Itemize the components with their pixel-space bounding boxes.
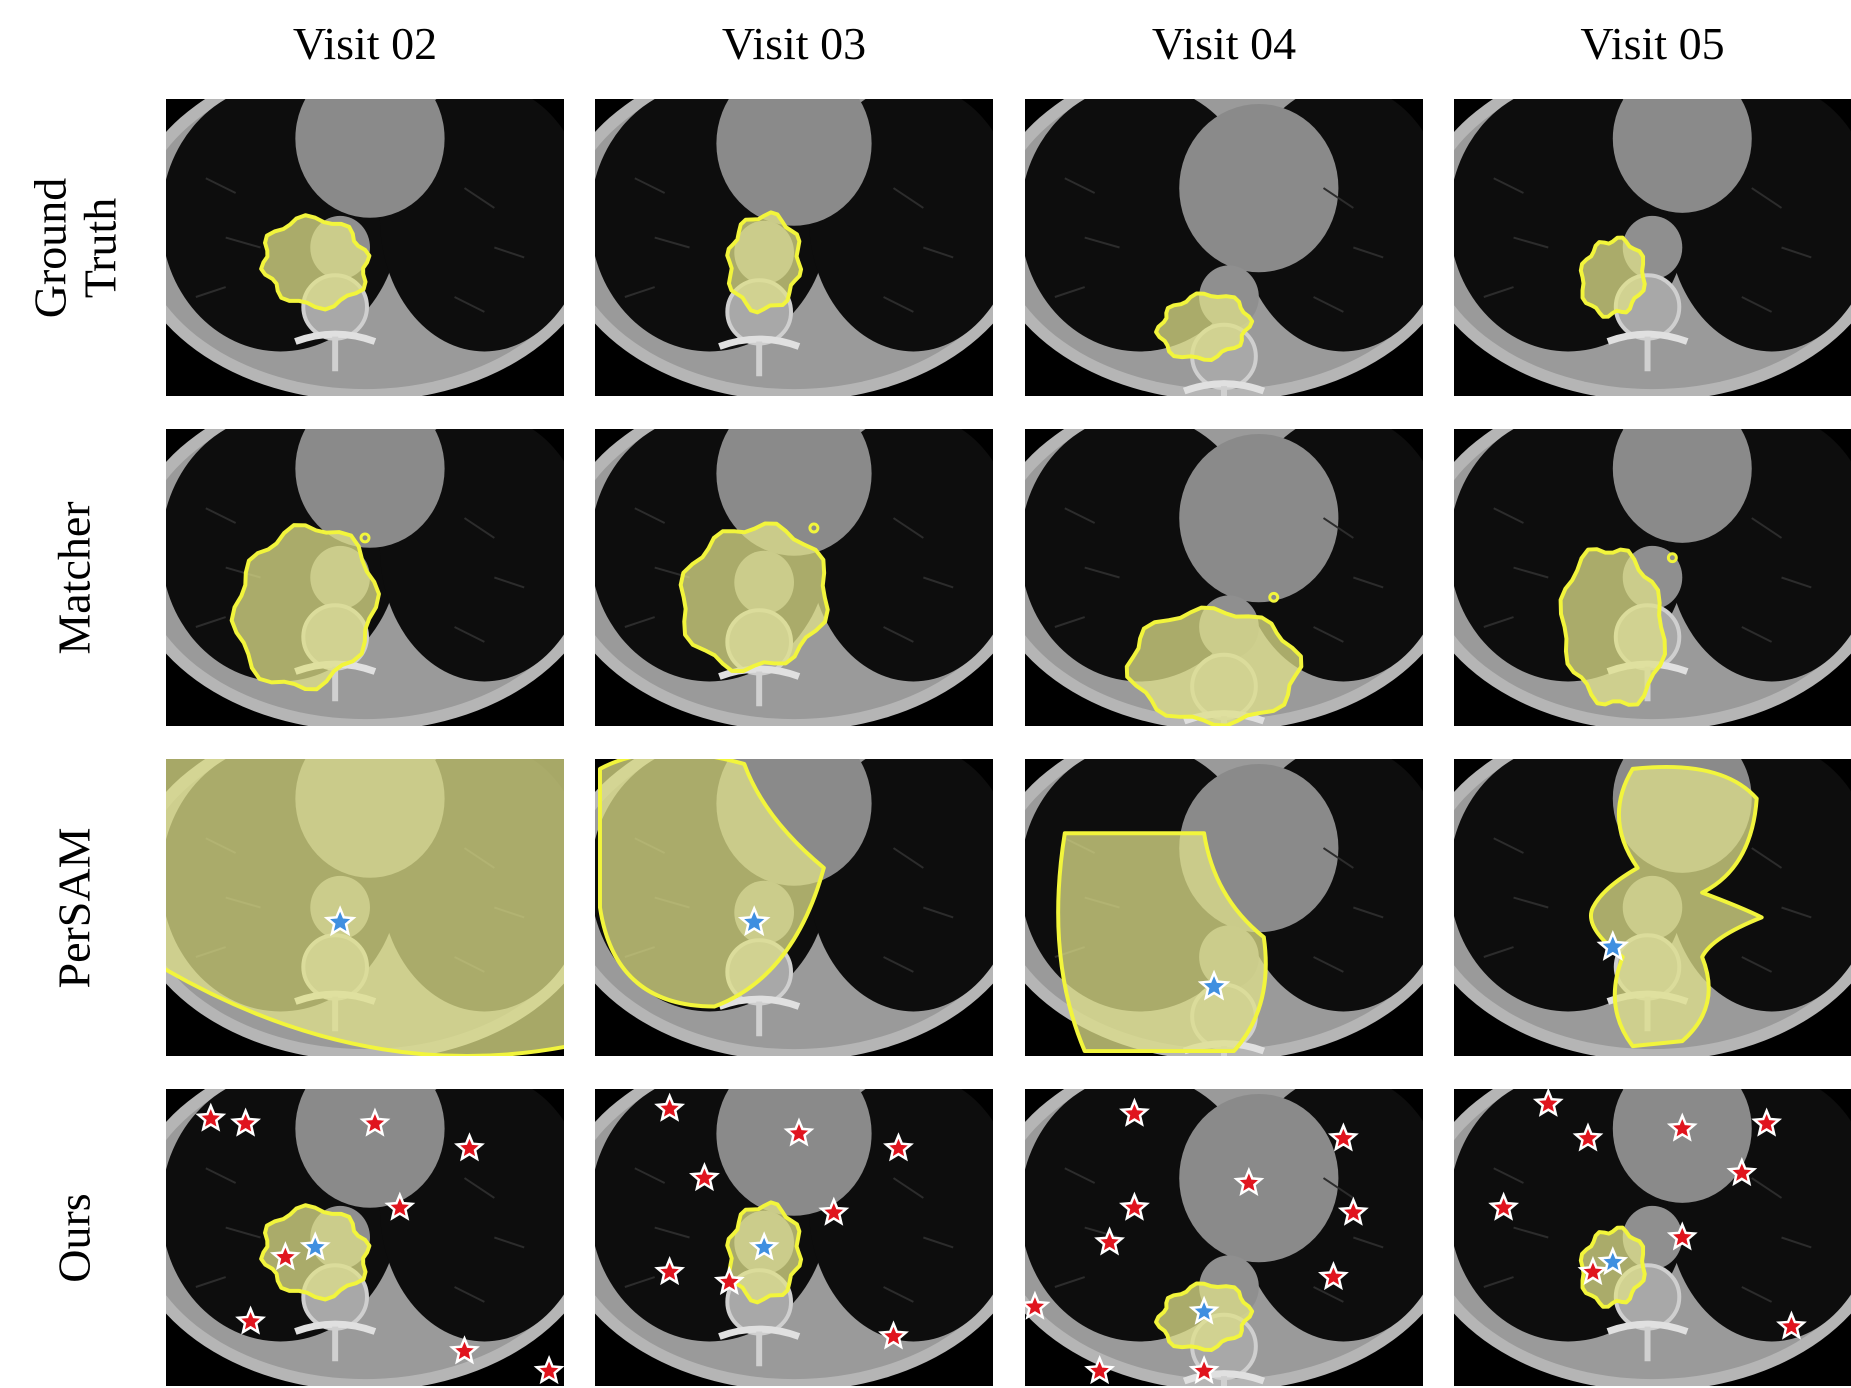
red-star-icon xyxy=(1337,1196,1369,1226)
red-star-icon xyxy=(883,1132,914,1162)
matcher-mask xyxy=(678,521,830,674)
matcher-speckle xyxy=(359,532,371,544)
red-star-icon xyxy=(1751,1107,1783,1137)
ground-truth-mask xyxy=(1578,235,1647,319)
ct-panel-matcher-visit-4 xyxy=(1025,429,1423,726)
red-star-icon xyxy=(269,1241,301,1271)
column-header-visit-04: Visit 04 xyxy=(1151,18,1297,69)
blue-star-icon xyxy=(1597,1246,1629,1276)
ct-panel-ours-visit-3 xyxy=(595,1089,993,1386)
heart xyxy=(1179,433,1339,603)
heart xyxy=(1612,429,1752,543)
blue-star-icon xyxy=(737,905,771,937)
heart xyxy=(716,429,872,556)
ct-panel-persam-visit-3 xyxy=(595,759,993,1056)
red-star-icon xyxy=(235,1305,267,1335)
red-star-icon xyxy=(359,1107,391,1137)
red-star-icon xyxy=(1188,1355,1220,1385)
ct-panel-ground-truth-visit-5 xyxy=(1454,99,1851,396)
ct-panel-persam-visit-5 xyxy=(1454,759,1851,1056)
ct-panel-ground-truth-visit-2 xyxy=(166,99,564,396)
row-label-matcher: Matcher xyxy=(49,500,101,655)
red-star-icon xyxy=(783,1117,815,1147)
ct-panel-ground-truth-visit-4 xyxy=(1025,99,1423,396)
ct-panel-persam-visit-2 xyxy=(166,759,564,1056)
red-star-icon xyxy=(818,1196,850,1226)
red-star-icon xyxy=(1726,1157,1758,1187)
red-star-icon xyxy=(1327,1122,1359,1152)
persam-mask xyxy=(1589,764,1764,1049)
column-header-visit-03: Visit 03 xyxy=(721,18,867,69)
red-star-icon xyxy=(1572,1122,1604,1152)
red-star-icon xyxy=(1119,1191,1150,1221)
ct-panel-ours-visit-5 xyxy=(1454,1089,1851,1386)
red-star-icon xyxy=(1318,1260,1349,1291)
red-star-icon xyxy=(1488,1191,1520,1221)
red-star-icon xyxy=(1532,1089,1564,1117)
red-star-icon xyxy=(878,1320,909,1350)
red-star-icon xyxy=(195,1102,227,1132)
heart xyxy=(295,1089,445,1208)
ct-panel-persam-visit-4 xyxy=(1025,759,1423,1056)
ct-panel-matcher-visit-5 xyxy=(1454,429,1851,726)
red-star-icon xyxy=(533,1355,564,1385)
red-star-icon xyxy=(1577,1256,1609,1286)
heart xyxy=(1612,99,1752,213)
matcher-mask xyxy=(1124,605,1304,726)
ct-panel-ground-truth-visit-3 xyxy=(595,99,993,396)
heart xyxy=(295,99,445,218)
heart xyxy=(1179,103,1339,273)
column-header-visit-05: Visit 05 xyxy=(1580,18,1725,69)
blue-star-icon xyxy=(299,1231,331,1261)
column-header-visit-02: Visit 02 xyxy=(292,18,438,69)
matcher-speckle xyxy=(808,522,820,534)
red-star-icon xyxy=(1084,1355,1116,1385)
red-star-icon xyxy=(449,1335,480,1365)
red-star-icon xyxy=(1094,1226,1126,1256)
blue-star-icon xyxy=(323,905,357,937)
red-star-icon xyxy=(654,1256,686,1286)
matcher-mask xyxy=(1558,547,1667,707)
persam-mask xyxy=(166,759,564,1056)
blue-star-icon xyxy=(1596,930,1630,961)
ct-panel-matcher-visit-3 xyxy=(595,429,993,726)
heart xyxy=(716,99,872,226)
ct-panel-ours-visit-4 xyxy=(1025,1089,1423,1386)
persam-mask xyxy=(597,759,826,1009)
red-star-icon xyxy=(1119,1097,1150,1127)
blue-star-icon xyxy=(748,1231,780,1261)
red-star-icon xyxy=(1233,1166,1265,1197)
ct-panel-matcher-visit-2 xyxy=(166,429,564,726)
heart xyxy=(1612,1089,1752,1203)
heart xyxy=(295,429,445,548)
red-star-icon xyxy=(1025,1290,1051,1320)
red-star-icon xyxy=(454,1132,485,1162)
red-star-icon xyxy=(689,1161,720,1192)
matcher-speckle xyxy=(1666,552,1678,564)
row-label-persam: PerSAM xyxy=(49,826,100,989)
ground-truth-mask xyxy=(1154,291,1255,362)
red-star-icon xyxy=(230,1107,262,1137)
blue-star-icon xyxy=(1197,969,1231,1001)
persam-mask xyxy=(1056,831,1268,1054)
row-label-ours: Ours xyxy=(48,1192,100,1283)
red-star-icon xyxy=(713,1265,745,1296)
ground-truth-mask xyxy=(259,213,372,312)
blue-star-icon xyxy=(1188,1295,1220,1325)
red-star-icon xyxy=(1666,1221,1698,1251)
ct-panel-ours-visit-2 xyxy=(166,1089,564,1386)
row-label-ground-truth: Ground Truth xyxy=(23,177,125,318)
matcher-mask xyxy=(229,523,381,692)
matcher-speckle xyxy=(1268,591,1280,603)
red-star-icon xyxy=(384,1191,416,1221)
ground-truth-mask xyxy=(725,210,804,315)
red-star-icon xyxy=(1776,1310,1807,1340)
heart xyxy=(716,1089,872,1216)
red-star-icon xyxy=(1666,1112,1698,1142)
red-star-icon xyxy=(654,1092,686,1122)
